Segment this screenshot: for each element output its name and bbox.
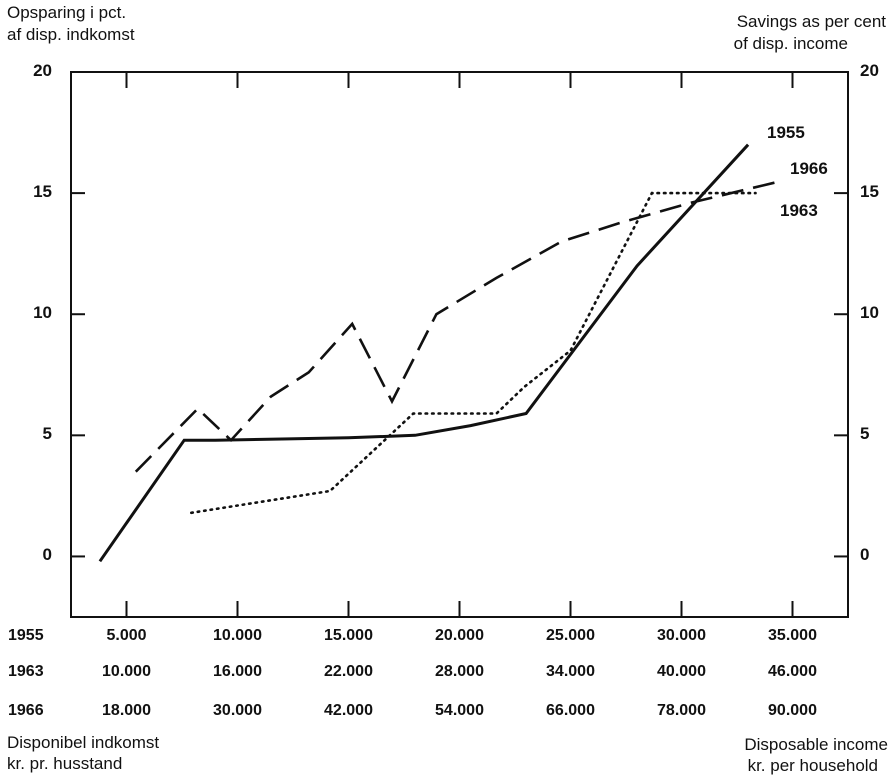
right-axis-title-line-2: of disp. income <box>733 34 848 53</box>
left-axis-title-line-1: Opsparing i pct. <box>7 3 127 22</box>
y-tick-label-right-20: 20 <box>860 61 879 80</box>
x-tick-label-1955-5: 30.000 <box>657 627 706 644</box>
x-tick-label-1955-1: 10.000 <box>213 627 262 644</box>
series-line-1955 <box>98 143 750 563</box>
x-tick-label-1966-4: 66.000 <box>546 702 595 719</box>
series-label-1963: 1963 <box>780 201 818 220</box>
y-tick-label-left-5: 5 <box>42 424 52 444</box>
x-tick-label-1963-6: 46.000 <box>768 663 817 680</box>
right-axis-title-line-1: Savings as per cent <box>736 12 886 31</box>
x-tick-label-1955-3: 20.000 <box>435 627 484 644</box>
x-tick-label-1963-5: 40.000 <box>657 663 706 680</box>
plot-frame <box>70 71 849 618</box>
x-tick-label-1963-4: 34.000 <box>546 663 595 680</box>
bottom-left-title-line-1: Disponibel indkomst <box>7 733 160 752</box>
x-axis-year-label-1963: 1963 <box>8 663 44 680</box>
x-tick-label-1963-1: 16.000 <box>213 663 262 680</box>
y-tick-label-left-10: 10 <box>33 303 52 323</box>
series-line-1963 <box>190 191 757 515</box>
x-tick-label-1966-5: 78.000 <box>657 702 706 719</box>
x-tick-label-1966-3: 54.000 <box>435 702 484 719</box>
left-axis-title-line-2: af disp. indkomst <box>7 25 135 44</box>
x-axis-year-label-1955: 1955 <box>8 627 44 644</box>
y-tick-label-right-10: 10 <box>860 303 879 323</box>
y-tick-label-right-5: 5 <box>860 424 870 444</box>
y-tick-label-right-0: 0 <box>860 545 870 565</box>
x-tick-label-1966-1: 30.000 <box>213 702 262 719</box>
bottom-left-title-line-2: kr. pr. husstand <box>7 754 123 773</box>
x-tick-label-1955-6: 35.000 <box>768 627 817 644</box>
series-label-1966: 1966 <box>790 159 828 178</box>
x-tick-label-1963-2: 22.000 <box>324 663 373 680</box>
bottom-right-title-line-1: Disposable income <box>744 735 888 754</box>
x-tick-label-1966-0: 18.000 <box>102 702 151 719</box>
x-tick-label-1955-0: 5.000 <box>106 627 147 644</box>
x-axis-year-label-1966: 1966 <box>8 702 44 719</box>
y-tick-label-left-15: 15 <box>33 182 52 202</box>
y-tick-label-left-20: 20 <box>33 61 52 80</box>
x-tick-label-1966-6: 90.000 <box>768 702 817 719</box>
x-tick-label-1966-2: 42.000 <box>324 702 373 719</box>
series-label-1955: 1955 <box>767 123 805 142</box>
bottom-right-title-line-2: kr. per household <box>747 756 878 775</box>
x-tick-label-1963-0: 10.000 <box>102 663 151 680</box>
x-tick-label-1963-3: 28.000 <box>435 663 484 680</box>
x-tick-label-1955-2: 15.000 <box>324 627 373 644</box>
x-tick-label-1955-4: 25.000 <box>546 627 595 644</box>
series-line-1966 <box>134 179 782 473</box>
y-tick-label-right-15: 15 <box>860 182 879 202</box>
y-tick-label-left-0: 0 <box>42 545 52 565</box>
